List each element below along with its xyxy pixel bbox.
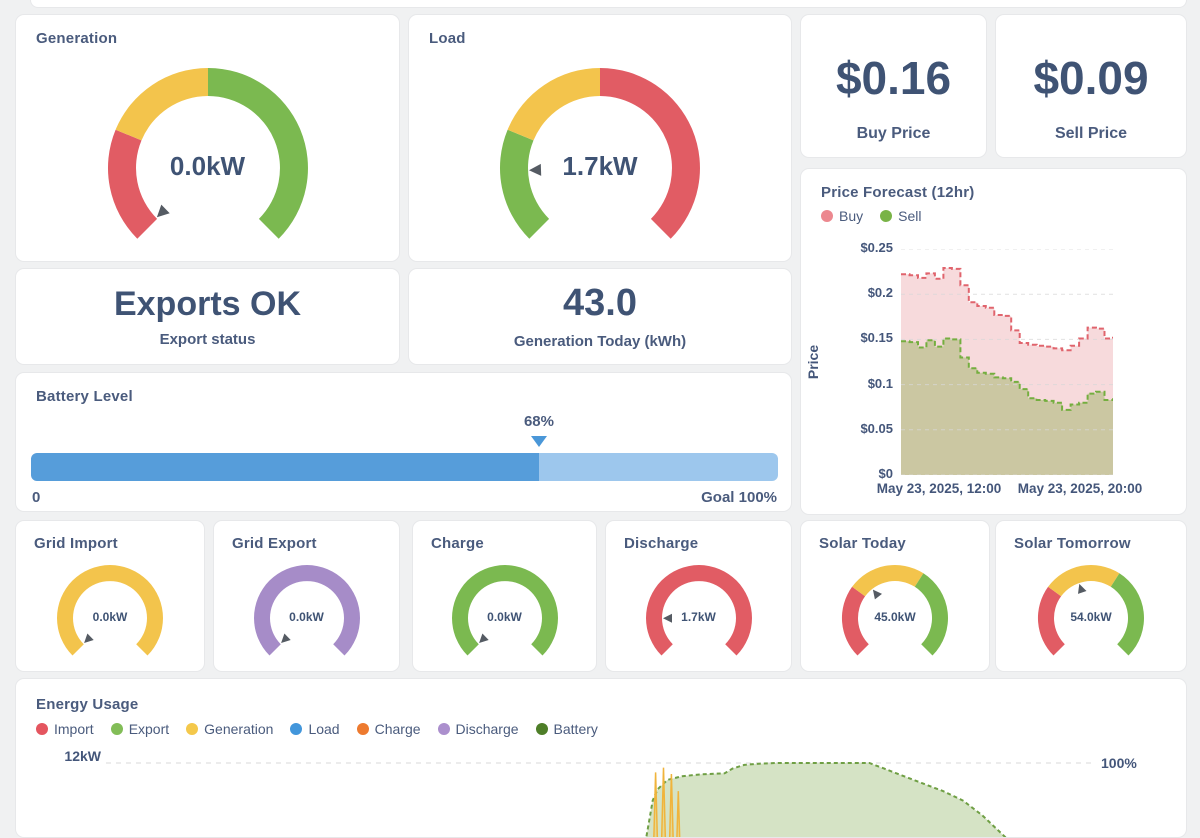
generation-today-value: 43.0 [563, 282, 637, 324]
energy-usage-title: Energy Usage [36, 696, 139, 713]
legend-item-charge[interactable]: Charge [356, 721, 421, 737]
export-status-label: Export status [159, 331, 256, 348]
price-forecast-ytick: $0.25 [860, 240, 893, 255]
generation-today-label: Generation Today (kWh) [513, 333, 687, 350]
legend-item-discharge[interactable]: Discharge [437, 721, 519, 737]
battery-progress-fill [31, 453, 539, 481]
price-forecast-legend: Buy Sell [821, 208, 938, 224]
price-forecast-card: Price Forecast (12hr) Buy Sell Price $0.2… [800, 168, 1187, 515]
energy-usage-legend: Import Export Generation Load Charge Discharg… [36, 721, 615, 737]
solar-today-title: Solar Today [819, 535, 906, 552]
solar-today-gauge [841, 565, 948, 656]
export-status-value: Exports OK [113, 285, 302, 323]
legend-label: Export [128, 721, 170, 737]
discharge-title: Discharge [624, 535, 699, 552]
legend-label: Battery [553, 721, 598, 737]
legend-dot-icon [821, 210, 833, 222]
legend-dot-icon [36, 723, 48, 735]
grid-export-gauge [253, 565, 360, 656]
generation-today-card: 43.0 Generation Today (kWh) [408, 268, 792, 365]
buy-price-card: $0.16 Buy Price [800, 14, 987, 158]
load-gauge [499, 67, 700, 239]
price-forecast-ytick: $0.2 [867, 285, 893, 301]
generation-card-title: Generation [36, 30, 118, 47]
generation-gauge-value: 0.0kW [169, 151, 246, 181]
charge-card: Charge 0.0kW [412, 520, 597, 672]
price-forecast-ytick: $0 [878, 466, 893, 481]
grid-import-title: Grid Import [34, 535, 118, 552]
price-forecast-y-axis-label: Price [805, 344, 821, 380]
price-forecast-xtick-2: May 23, 2025, 20:00 [1017, 481, 1143, 496]
legend-label: Sell [898, 208, 922, 224]
legend-dot-icon [290, 723, 303, 735]
battery-goal-label: Goal 100% [701, 489, 777, 506]
load-card-title: Load [429, 30, 466, 47]
price-forecast-xtick-1: May 23, 2025, 12:00 [876, 481, 1002, 496]
legend-item-export[interactable]: Export [110, 721, 170, 737]
legend-item-sell[interactable]: Sell [880, 208, 921, 224]
grid-export-card: Grid Export 0.0kW [213, 520, 400, 672]
discharge-gauge [645, 565, 752, 656]
legend-item-buy[interactable]: Buy [821, 208, 863, 224]
legend-dot-icon [535, 723, 548, 735]
solar-tomorrow-title: Solar Tomorrow [1014, 535, 1131, 552]
legend-label: Discharge [455, 721, 519, 737]
legend-label: Load [308, 721, 340, 737]
legend-label: Buy [839, 208, 864, 224]
battery-progress-bar [31, 453, 778, 481]
energy-usage-ytick-right: 100% [1101, 755, 1137, 771]
generation-card: Generation 0.0kW [15, 14, 400, 262]
solar-tomorrow-card: Solar Tomorrow 54.0kW [995, 520, 1187, 672]
grid-export-value: 0.0kW [289, 610, 324, 624]
price-forecast-ytick: $0.05 [860, 420, 893, 436]
legend-dot-icon [880, 210, 893, 222]
battery-percent-label: 68% [523, 413, 554, 430]
legend-item-import[interactable]: Import [36, 721, 94, 737]
battery-min-label: 0 [32, 489, 41, 506]
energy-usage-ytick-left: 12kW [64, 748, 101, 764]
energy-usage-chart[interactable] [106, 749, 1091, 837]
legend-item-load[interactable]: Load [290, 721, 340, 737]
solar-tomorrow-value: 54.0kW [1070, 610, 1112, 624]
legend-item-generation[interactable]: Generation [186, 721, 273, 737]
legend-dot-icon [437, 723, 450, 735]
legend-item-battery[interactable]: Battery [535, 721, 598, 737]
legend-label: Charge [374, 721, 421, 737]
charge-value: 0.0kW [487, 610, 522, 624]
grid-import-gauge [56, 565, 163, 656]
grid-import-card: Grid Import 0.0kW [15, 520, 205, 672]
charge-title: Charge [431, 535, 484, 552]
price-forecast-title: Price Forecast (12hr) [821, 184, 975, 201]
legend-dot-icon [356, 723, 369, 735]
legend-label: Generation [204, 721, 274, 737]
sell-price-card: $0.09 Sell Price [995, 14, 1187, 158]
cutoff-card-bottom [30, 0, 1187, 8]
discharge-value: 1.7kW [681, 610, 716, 624]
load-card: Load 1.7kW [408, 14, 792, 262]
buy-price-label: Buy Price [856, 125, 931, 142]
legend-dot-icon [186, 723, 199, 735]
price-forecast-chart[interactable] [901, 249, 1113, 475]
battery-level-title: Battery Level [36, 388, 133, 405]
legend-dot-icon [110, 723, 123, 735]
battery-marker-icon [530, 436, 547, 447]
battery-level-card: Battery Level 68% 0 Goal 100% [15, 372, 792, 512]
load-gauge-value: 1.7kW [562, 151, 638, 181]
sell-price-label: Sell Price [1054, 125, 1128, 142]
grid-import-value: 0.0kW [92, 610, 128, 624]
discharge-card: Discharge 1.7kW [605, 520, 792, 672]
solar-tomorrow-gauge [1037, 565, 1144, 656]
grid-export-title: Grid Export [232, 535, 317, 552]
legend-label: Import [54, 721, 94, 737]
energy-usage-card: Energy Usage Import Export Generation Load C… [15, 678, 1187, 838]
price-forecast-ytick: $0.1 [867, 375, 893, 391]
solar-today-card: Solar Today 45.0kW [800, 520, 990, 672]
generation-gauge [107, 67, 308, 239]
charge-gauge [451, 565, 558, 656]
solar-today-value: 45.0kW [874, 610, 916, 624]
price-forecast-ytick: $0.15 [860, 330, 893, 346]
export-status-card: Exports OK Export status [15, 268, 400, 365]
sell-price-value: $0.09 [1033, 52, 1149, 104]
buy-price-value: $0.16 [835, 52, 952, 104]
